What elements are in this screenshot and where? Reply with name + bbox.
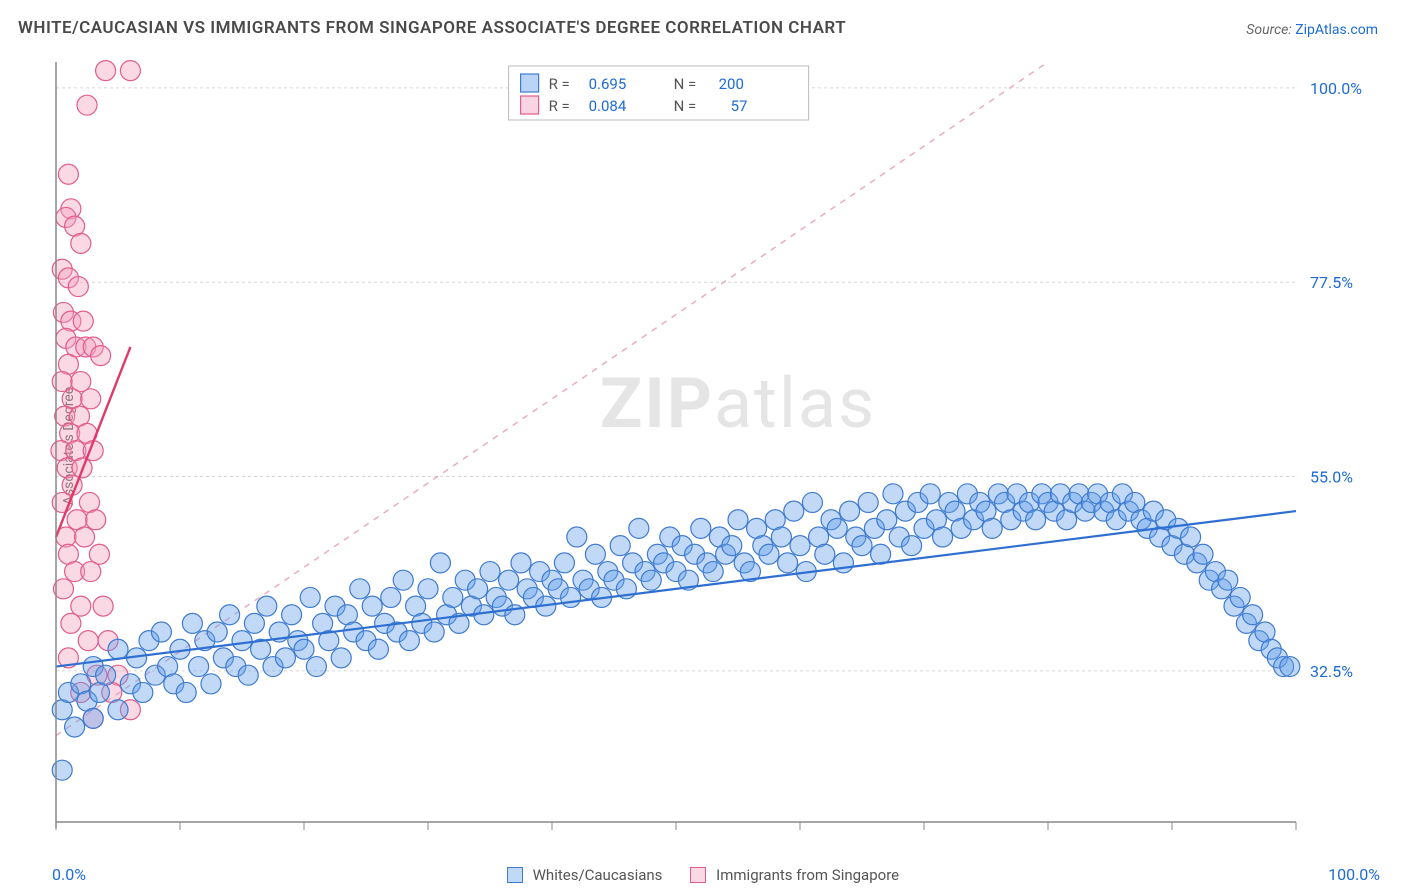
scatter-plot: 32.5% 55.0% 77.5% 100.0% ZIPatlas R = 0.695 N =… [48,56,1388,850]
svg-text:0.695: 0.695 [589,75,627,93]
source-label: Source: [1246,22,1291,38]
svg-text:R =: R = [549,75,570,93]
legend-item-blue: Whites/Caucasians [507,866,663,884]
svg-text:N =: N = [674,97,697,115]
legend-item-pink: Immigrants from Singapore [690,866,899,884]
svg-text:200: 200 [719,75,744,93]
chart-source: Source: ZipAtlas.com [1246,22,1378,38]
legend-label-blue: Whites/Caucasians [533,866,663,884]
source-value: ZipAtlas.com [1295,22,1378,38]
legend-swatch-pink-icon [690,867,706,883]
legend-label-pink: Immigrants from Singapore [716,866,899,884]
svg-text:0.084: 0.084 [589,97,627,115]
svg-text:R =: R = [549,97,570,115]
svg-text:57: 57 [731,97,748,115]
legend-swatch-blue-icon [507,867,523,883]
chart-area: 32.5% 55.0% 77.5% 100.0% ZIPatlas R = 0.695 N =… [48,56,1388,850]
svg-text:77.5%: 77.5% [1310,273,1353,292]
svg-text:ZIPatlas: ZIPatlas [600,363,876,445]
chart-title: WHITE/CAUCASIAN VS IMMIGRANTS FROM SINGA… [18,18,846,38]
svg-text:100.0%: 100.0% [1310,79,1362,98]
bottom-legend: Whites/Caucasians Immigrants from Singap… [0,866,1406,884]
svg-text:55.0%: 55.0% [1310,468,1353,487]
svg-text:N =: N = [674,75,697,93]
svg-text:32.5%: 32.5% [1310,662,1353,681]
